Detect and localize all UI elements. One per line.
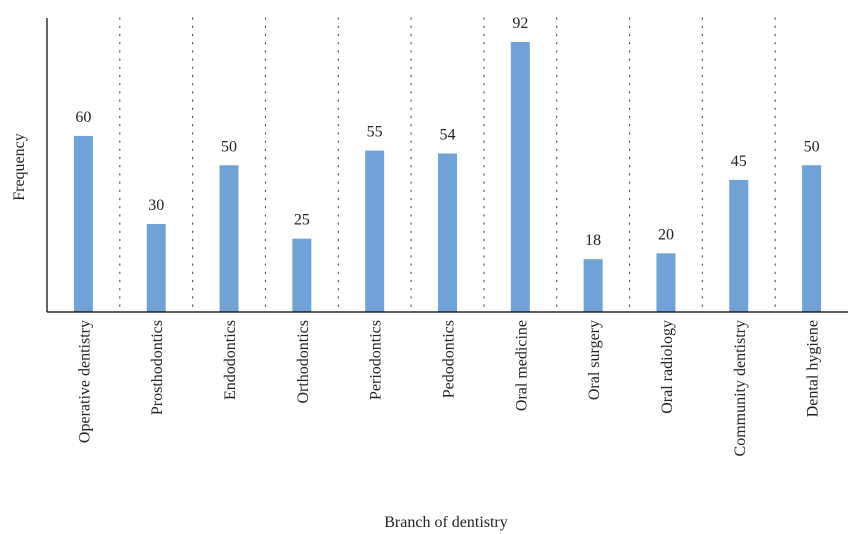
- value-label-7: 18: [585, 232, 601, 249]
- bars: [73, 42, 822, 312]
- x-tick-label-0: Operative dentistry: [76, 320, 93, 443]
- bar-6: [510, 42, 530, 312]
- value-label-6: 92: [512, 15, 528, 32]
- bar-9: [729, 179, 749, 312]
- x-axis-title: Branch of dentistry: [384, 514, 508, 531]
- value-label-4: 55: [367, 124, 383, 141]
- value-label-9: 45: [731, 153, 747, 170]
- bar-7: [583, 259, 603, 312]
- value-label-5: 54: [440, 127, 456, 144]
- value-label-10: 50: [804, 138, 820, 155]
- x-tick-label-9: Community dentistry: [732, 320, 749, 456]
- bar-5: [438, 153, 457, 312]
- bar-10: [802, 165, 822, 312]
- x-tick-label-8: Oral radiology: [659, 320, 676, 414]
- bar-3: [292, 238, 312, 312]
- value-label-8: 20: [658, 226, 674, 243]
- bar-1: [146, 223, 166, 312]
- value-label-2: 50: [221, 138, 237, 155]
- axes: [46, 18, 848, 313]
- value-labels: 60 30 50 25 55 54 92 18 20 45 50: [75, 15, 819, 249]
- bar-4: [365, 150, 385, 312]
- value-label-0: 60: [75, 109, 91, 126]
- value-label-1: 30: [148, 197, 164, 214]
- bar-2: [219, 165, 239, 312]
- bar-0: [73, 135, 93, 312]
- bar-8: [656, 253, 676, 312]
- grid-lines: [119, 17, 776, 313]
- x-tick-labels: Operative dentistry Prosthodontics Endodon…: [76, 320, 821, 456]
- x-tick-label-6: Oral medicine: [513, 320, 530, 411]
- x-tick-label-2: Endodontics: [222, 320, 239, 400]
- x-tick-label-1: Prosthodontics: [149, 320, 166, 415]
- x-tick-label-4: Periodontics: [368, 320, 385, 400]
- x-tick-label-10: Dental hygiene: [805, 320, 822, 417]
- x-tick-label-7: Oral surgery: [586, 320, 603, 400]
- value-label-3: 25: [294, 212, 310, 229]
- x-tick-label-5: Pedodontics: [441, 320, 458, 398]
- y-axis-title: Frequency: [11, 133, 28, 201]
- x-tick-label-3: Orthodontics: [295, 320, 312, 404]
